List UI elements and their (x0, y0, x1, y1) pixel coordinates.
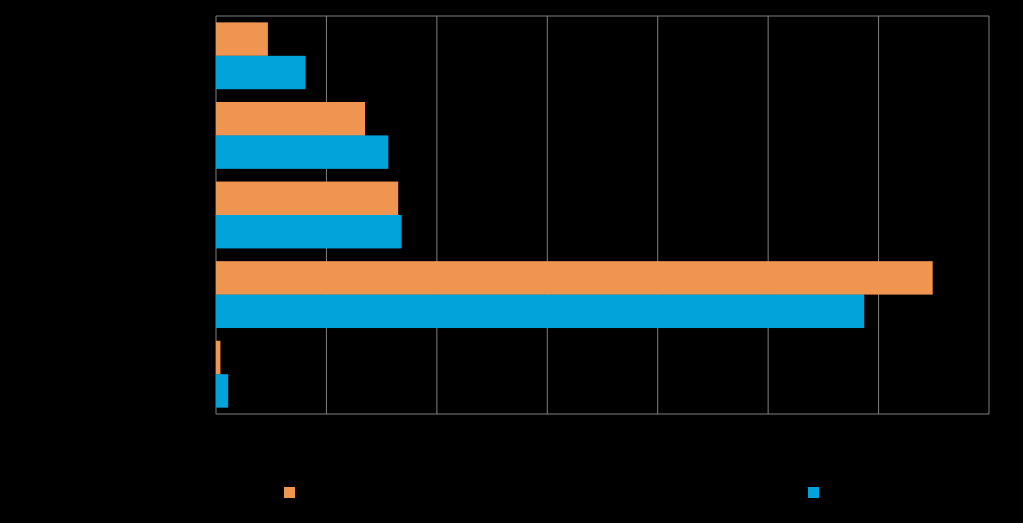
bar (216, 101, 366, 136)
bar (216, 135, 389, 169)
bar (216, 374, 229, 408)
legend-swatch (808, 487, 819, 498)
bar (216, 181, 399, 215)
bar (216, 294, 865, 329)
bar (216, 340, 221, 375)
bar (216, 261, 933, 295)
bar (216, 22, 268, 56)
bar (216, 55, 306, 90)
bar (216, 215, 402, 249)
legend-swatch (284, 487, 295, 498)
